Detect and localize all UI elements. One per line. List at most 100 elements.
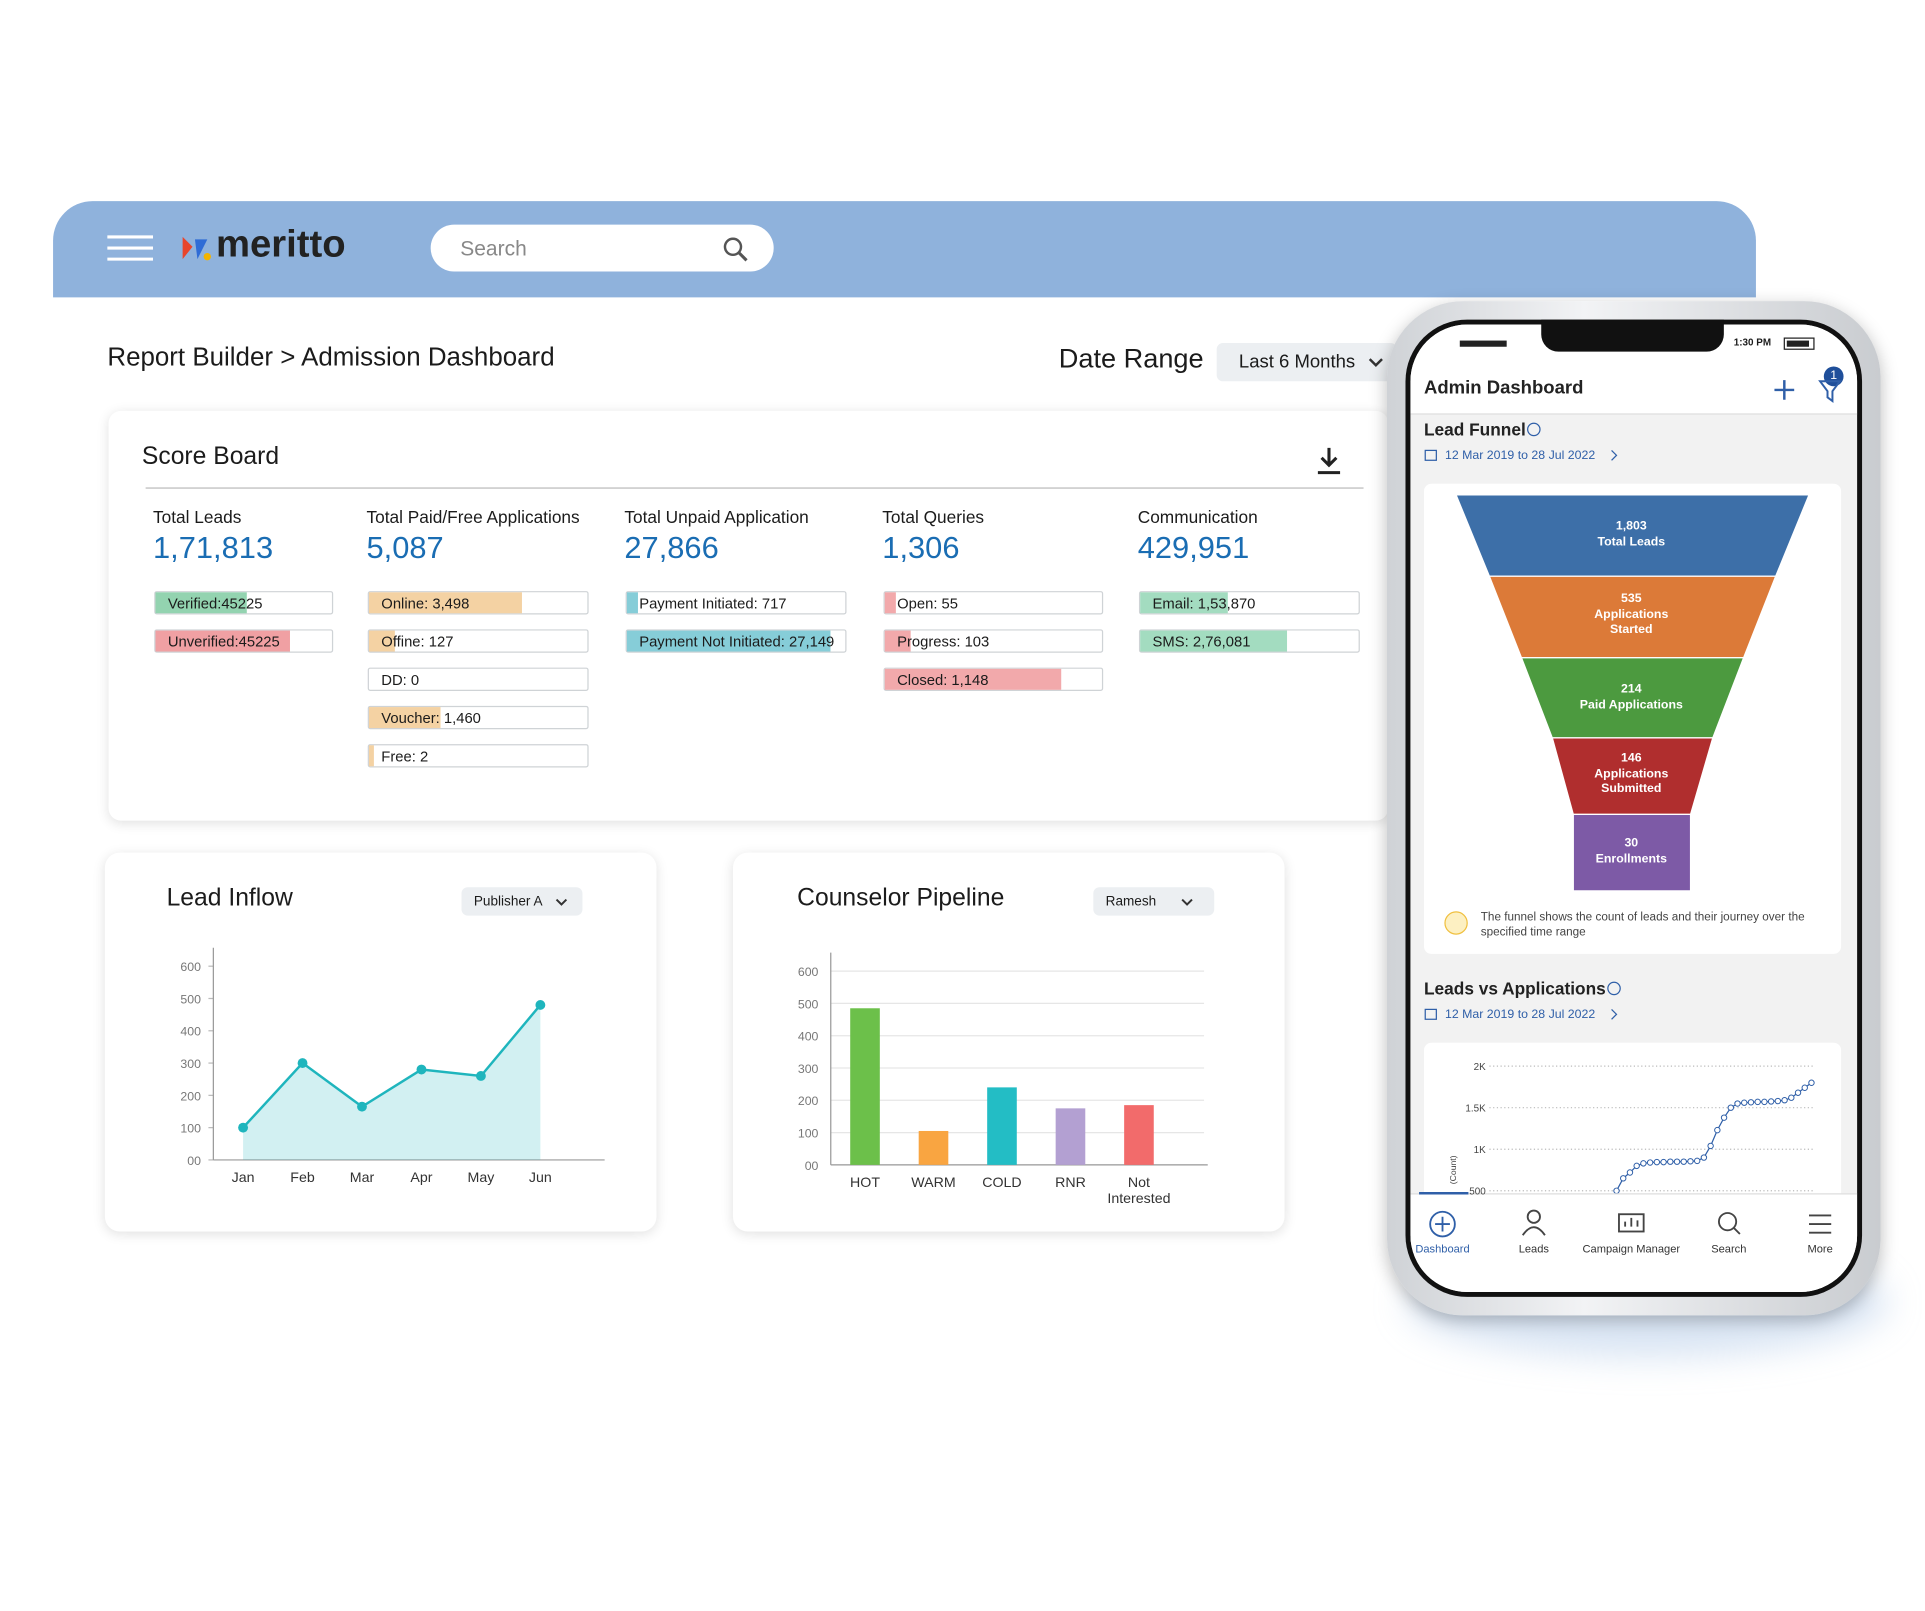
y-tick-label: 200 xyxy=(798,1094,819,1108)
y-tick-label: 400 xyxy=(798,1030,819,1044)
breadcrumb: Report Builder > Admission Dashboard xyxy=(107,343,555,372)
search-box[interactable]: Search xyxy=(430,224,774,272)
section-title: Lead Funnel xyxy=(1424,419,1526,440)
progress-label: Online: 3,498 xyxy=(381,594,470,613)
card-title: Counselor Pipeline xyxy=(797,884,1005,912)
progress-fill xyxy=(368,630,396,652)
menu-button[interactable] xyxy=(104,232,158,267)
nav-item[interactable]: More xyxy=(1807,1242,1833,1255)
point xyxy=(1781,1097,1788,1104)
nav-item[interactable]: Search xyxy=(1711,1242,1747,1255)
point xyxy=(1788,1094,1795,1101)
point xyxy=(1660,1158,1667,1166)
nav-item[interactable]: Dashboard xyxy=(1415,1242,1470,1255)
progress-bar: Open: 55 xyxy=(883,591,1104,615)
point xyxy=(1633,1162,1640,1170)
x-tick-label: Jun xyxy=(529,1170,552,1186)
dropdown-value: Ramesh xyxy=(1105,894,1157,909)
point xyxy=(1626,1169,1634,1176)
y-tick-label: 200 xyxy=(180,1089,201,1103)
download-button[interactable] xyxy=(1315,445,1342,477)
funnel-label: Applications Started xyxy=(1594,608,1669,637)
bar xyxy=(918,1130,949,1165)
point xyxy=(357,1101,367,1112)
y-tick-label: 1K xyxy=(1474,1145,1486,1156)
x-tick-label: WARM xyxy=(911,1175,955,1191)
column-title: Total Queries xyxy=(882,507,985,527)
search-icon xyxy=(723,237,748,262)
nav-item[interactable]: Leads xyxy=(1518,1242,1549,1255)
nav-icons xyxy=(1429,1209,1832,1238)
progress-fill xyxy=(155,630,290,652)
logo: meritto xyxy=(215,222,346,266)
chevron xyxy=(1181,898,1193,906)
area xyxy=(243,1004,541,1160)
progress-label: Offine: 127 xyxy=(381,633,454,651)
progress-bar: SMS: 2,76,081 xyxy=(1138,629,1360,653)
funnel-value: 146 xyxy=(1621,751,1642,766)
score-board-card: Score Board Total Leads 1,71,813 Verified:… xyxy=(108,410,1389,821)
y-tick-label: 500 xyxy=(1469,1186,1486,1197)
point xyxy=(238,1122,249,1133)
y-tick-label: 00 xyxy=(187,1154,201,1168)
progress-bar: Unverified:45225 xyxy=(154,629,334,653)
chevron xyxy=(555,898,567,906)
date-range-dropdown[interactable]: Last 6 Months xyxy=(1216,343,1397,382)
bar xyxy=(850,1008,880,1165)
bar xyxy=(987,1087,1017,1165)
notch xyxy=(1541,319,1724,352)
progress-bar: DD: 0 xyxy=(367,667,589,692)
progress-fill xyxy=(626,630,830,652)
card-title: Score Board xyxy=(141,442,280,471)
add-button[interactable] xyxy=(1774,380,1795,400)
y-tick-label: 2K xyxy=(1474,1062,1486,1073)
y-tick-label: 1.5K xyxy=(1465,1103,1486,1114)
progress-bar: Online: 3,498 xyxy=(367,591,589,615)
column-total: 1,306 xyxy=(882,530,960,566)
point xyxy=(1741,1099,1748,1106)
progress-label: SMS: 2,76,081 xyxy=(1152,633,1251,651)
y-tick-label: 100 xyxy=(180,1122,201,1136)
x-tick-label: RNR xyxy=(1055,1175,1086,1191)
progress-label: Payment Not Initiated: 27,149 xyxy=(639,633,835,651)
x-tick-label: May xyxy=(468,1170,496,1186)
progress-label: Payment Initiated: 717 xyxy=(639,594,787,613)
progress-fill xyxy=(626,592,638,614)
publisher-dropdown[interactable]: Publisher A xyxy=(461,887,583,916)
counselor-dropdown[interactable]: Ramesh xyxy=(1093,887,1215,916)
funnel-stage xyxy=(1572,813,1692,892)
progress-label: Closed: 1,148 xyxy=(897,671,989,689)
divider xyxy=(145,487,1364,489)
x-tick-label: Jan xyxy=(232,1170,255,1186)
y-tick-label: 00 xyxy=(805,1159,819,1173)
progress-label: Email: 1,53,870 xyxy=(1152,594,1256,613)
point xyxy=(1754,1098,1761,1106)
bottom-nav xyxy=(1410,1193,1858,1292)
point xyxy=(1700,1154,1708,1161)
point xyxy=(1801,1084,1808,1091)
point xyxy=(475,1071,486,1081)
date-range: 12 Mar 2019 to 28 Jul 2022 xyxy=(1444,1008,1596,1022)
y-tick-label: 300 xyxy=(180,1057,201,1071)
nav-item[interactable]: Campaign Manager xyxy=(1582,1242,1681,1255)
funnel-value: 1,803 xyxy=(1615,519,1647,534)
progress-label: Unverified:45225 xyxy=(167,633,280,651)
point xyxy=(1808,1079,1815,1086)
funnel-value: 214 xyxy=(1621,681,1642,696)
label-line: Not xyxy=(1128,1175,1150,1191)
point xyxy=(1794,1089,1802,1096)
label-line: Interested xyxy=(1107,1191,1170,1207)
point xyxy=(1613,1187,1620,1194)
point xyxy=(297,1058,308,1069)
y-tick-label: 100 xyxy=(798,1127,819,1141)
point xyxy=(1693,1157,1701,1165)
filter-button[interactable] xyxy=(1818,380,1842,404)
point xyxy=(1747,1099,1755,1106)
point xyxy=(1680,1158,1687,1165)
column-total: 1,71,813 xyxy=(153,530,274,566)
funnel-value: 30 xyxy=(1624,836,1639,851)
y-tick-label: 400 xyxy=(180,1025,201,1039)
card-title: Lead Inflow xyxy=(166,884,293,912)
